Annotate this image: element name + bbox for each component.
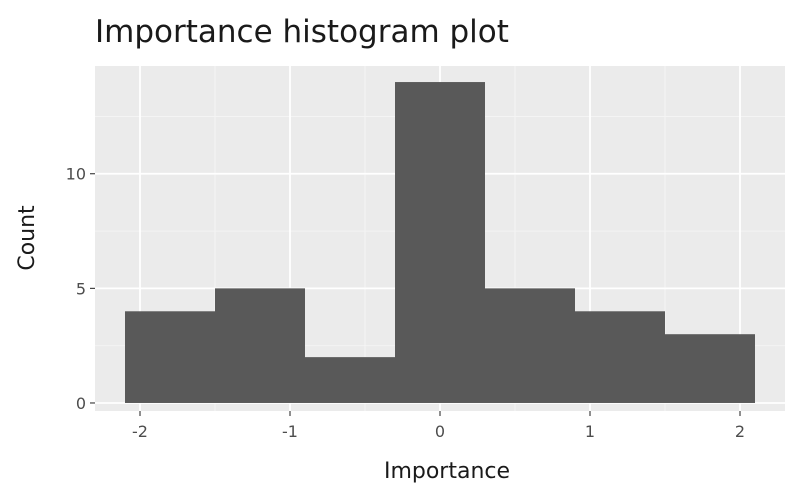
histogram-bar — [215, 288, 305, 403]
histogram-bar — [395, 82, 485, 403]
histogram-bar — [485, 288, 575, 403]
histogram-bar — [125, 311, 215, 403]
histogram-bars — [125, 82, 755, 403]
x-axis-title: Importance — [384, 459, 510, 484]
x-tick-label: 1 — [585, 422, 595, 441]
chart-title: Importance histogram plot — [95, 14, 509, 50]
x-axis: -2 -1 0 1 2 — [132, 411, 745, 441]
y-tick-label: 0 — [76, 394, 86, 413]
y-tick-label: 10 — [66, 165, 86, 184]
histogram-bar — [665, 334, 755, 403]
x-tick-label: 0 — [435, 422, 445, 441]
x-tick-label: -1 — [282, 422, 298, 441]
x-tick-label: 2 — [735, 422, 745, 441]
histogram-bar — [305, 357, 395, 403]
x-tick-label: -2 — [132, 422, 148, 441]
histogram-bar — [575, 311, 665, 403]
y-axis-title: Count — [15, 205, 40, 271]
y-axis: 0 5 10 — [66, 165, 95, 413]
y-tick-label: 5 — [76, 279, 86, 298]
